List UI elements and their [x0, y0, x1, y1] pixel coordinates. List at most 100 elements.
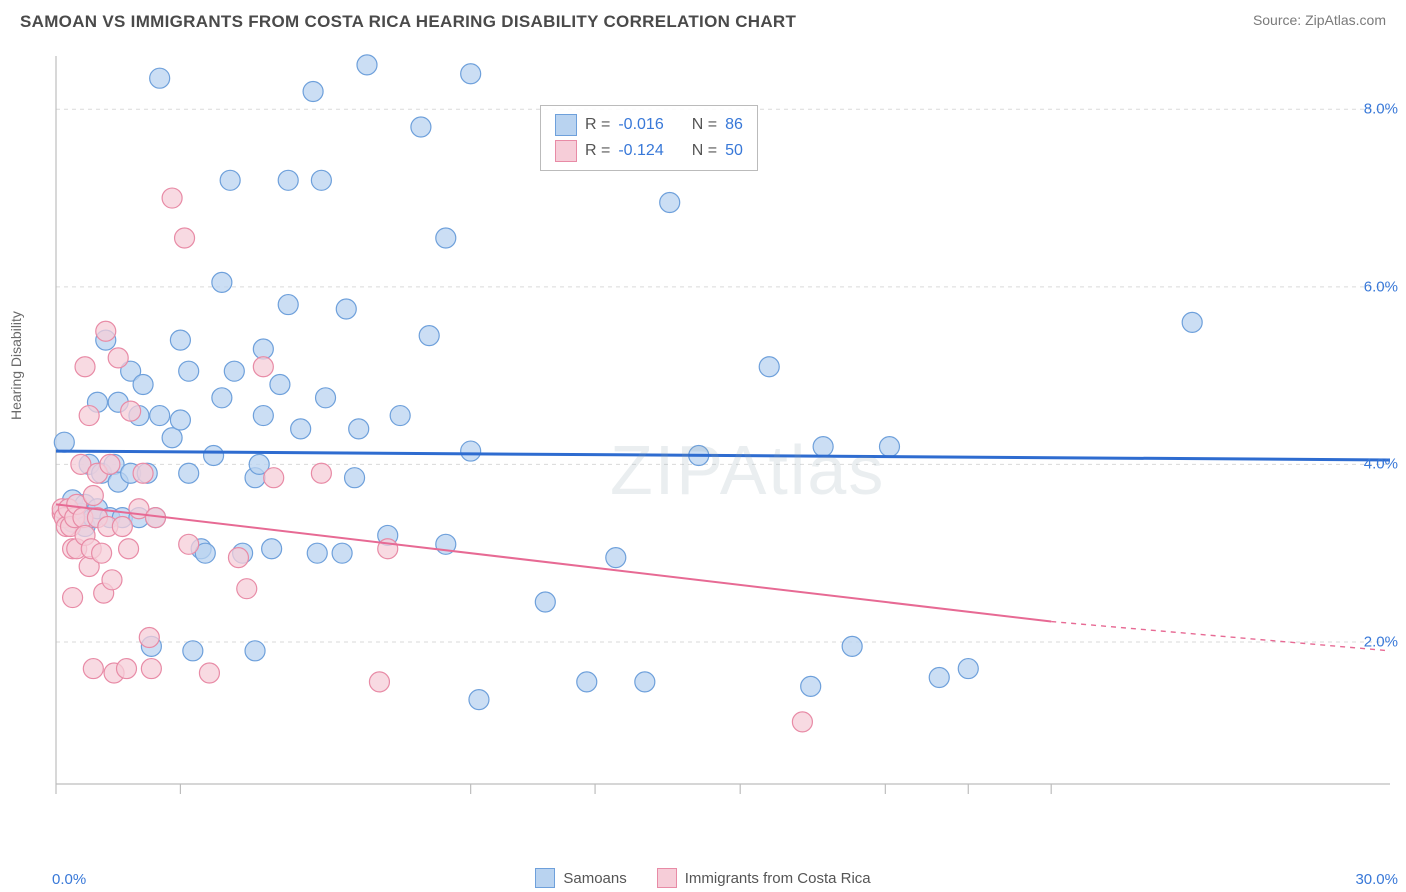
samoans-point	[179, 361, 199, 381]
legend-item-costarica: Immigrants from Costa Rica	[657, 868, 871, 888]
samoans-point	[345, 468, 365, 488]
costarica-point	[253, 357, 273, 377]
y-tick-label: 2.0%	[1364, 633, 1398, 650]
samoans-point	[212, 388, 232, 408]
samoans-point	[311, 170, 331, 190]
costarica-point	[108, 348, 128, 368]
source-name: ZipAtlas.com	[1305, 12, 1386, 28]
samoans-point	[170, 410, 190, 430]
samoans-point	[635, 672, 655, 692]
samoans-point	[278, 295, 298, 315]
samoans-point	[842, 636, 862, 656]
costarica-point	[121, 401, 141, 421]
samoans-point	[307, 543, 327, 563]
costarica-point	[139, 628, 159, 648]
legend-swatch	[657, 868, 677, 888]
samoans-point	[54, 432, 74, 452]
samoans-point	[461, 441, 481, 461]
costarica-point	[369, 672, 389, 692]
samoans-point	[390, 406, 410, 426]
samoans-point	[958, 659, 978, 679]
samoans-point	[133, 374, 153, 394]
samoans-point	[212, 272, 232, 292]
corr-n-label: N =	[692, 138, 717, 164]
costarica-point	[311, 463, 331, 483]
corr-n-value: 50	[725, 138, 743, 164]
samoans-point	[1182, 312, 1202, 332]
costarica-point	[102, 570, 122, 590]
chart-title: SAMOAN VS IMMIGRANTS FROM COSTA RICA HEA…	[20, 12, 796, 32]
costarica-point	[133, 463, 153, 483]
samoans-point	[660, 192, 680, 212]
costarica-point	[175, 228, 195, 248]
costarica-point	[96, 321, 116, 341]
costarica-point	[83, 485, 103, 505]
correlation-legend: R = -0.016 N = 86R = -0.124 N = 50	[540, 105, 758, 171]
correlation-row-costarica: R = -0.124N = 50	[555, 138, 743, 164]
corr-n-value: 86	[725, 112, 743, 138]
y-tick-label: 4.0%	[1364, 456, 1398, 473]
costarica-point	[100, 454, 120, 474]
samoans-point	[162, 428, 182, 448]
samoans-point	[270, 374, 290, 394]
samoans-point	[224, 361, 244, 381]
costarica-point	[792, 712, 812, 732]
samoans-point	[150, 406, 170, 426]
samoans-point	[759, 357, 779, 377]
costarica-point	[75, 357, 95, 377]
correlation-row-samoans: R = -0.016 N = 86	[555, 112, 743, 138]
legend-label: Immigrants from Costa Rica	[685, 870, 871, 887]
source-prefix: Source:	[1253, 12, 1305, 28]
costarica-point	[92, 543, 112, 563]
y-tick-label: 6.0%	[1364, 278, 1398, 295]
samoans-point	[929, 667, 949, 687]
samoans-point	[179, 463, 199, 483]
chart-source: Source: ZipAtlas.com	[1253, 12, 1386, 28]
y-axis-label: Hearing Disability	[8, 311, 24, 420]
costarica-point	[264, 468, 284, 488]
samoans-point	[253, 339, 273, 359]
corr-swatch	[555, 140, 577, 162]
costarica-point	[141, 659, 161, 679]
samoans-point	[419, 326, 439, 346]
costarica-point	[228, 548, 248, 568]
samoans-point	[801, 676, 821, 696]
costarica-point	[83, 659, 103, 679]
samoans-point	[278, 170, 298, 190]
samoans-point	[220, 170, 240, 190]
costarica-point	[79, 406, 99, 426]
samoans-point	[303, 82, 323, 102]
corr-r-label: R =	[585, 112, 610, 138]
samoans-point	[253, 406, 273, 426]
samoans-point	[150, 68, 170, 88]
corr-r-value: -0.124	[618, 138, 663, 164]
samoans-point	[245, 641, 265, 661]
series-legend: Samoans Immigrants from Costa Rica	[0, 868, 1406, 888]
samoans-point	[411, 117, 431, 137]
legend-label: Samoans	[563, 870, 626, 887]
samoans-point	[332, 543, 352, 563]
samoans-point	[813, 437, 833, 457]
corr-n-label: N =	[692, 112, 717, 138]
legend-item-samoans: Samoans	[535, 868, 626, 888]
y-tick-label: 8.0%	[1364, 101, 1398, 118]
samoans-point	[262, 539, 282, 559]
chart-header: SAMOAN VS IMMIGRANTS FROM COSTA RICA HEA…	[0, 0, 1406, 50]
costarica-point	[112, 517, 132, 537]
costarica-point	[179, 534, 199, 554]
costarica-point	[116, 659, 136, 679]
costarica-point	[162, 188, 182, 208]
samoans-point	[183, 641, 203, 661]
samoans-point	[469, 690, 489, 710]
costarica-point	[119, 539, 139, 559]
costarica-point	[63, 588, 83, 608]
samoans-point	[577, 672, 597, 692]
samoans-point	[349, 419, 369, 439]
legend-swatch	[535, 868, 555, 888]
corr-r-value: -0.016	[618, 112, 663, 138]
trend-line-costarica-dashed	[1051, 622, 1390, 651]
samoans-point	[879, 437, 899, 457]
samoans-point	[436, 228, 456, 248]
samoans-point	[606, 548, 626, 568]
costarica-point	[199, 663, 219, 683]
